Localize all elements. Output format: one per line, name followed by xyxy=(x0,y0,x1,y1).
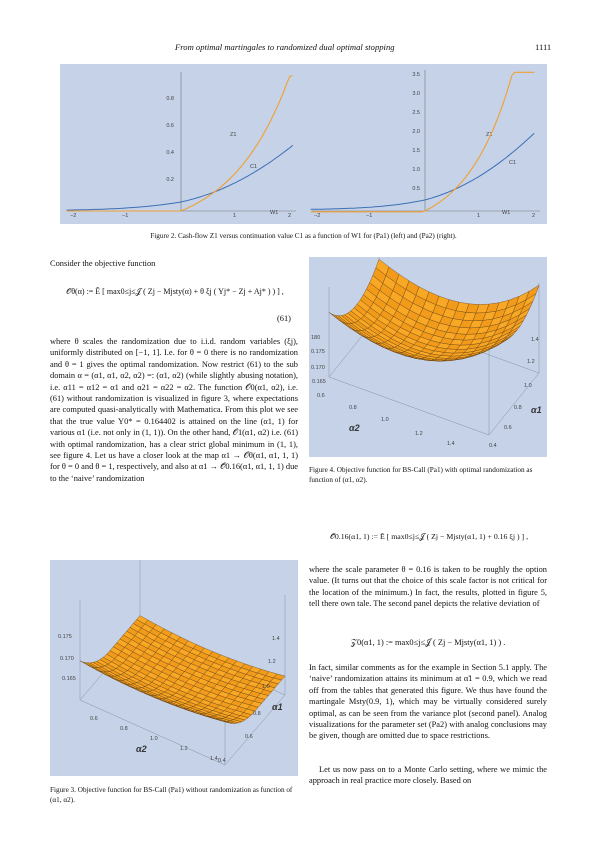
a1tick: 1.0 xyxy=(262,684,270,690)
equation-naive: 𝒪̄0.16(α1, 1) := Ẽ [ max0≤j≤𝒥 ( Zj − Mjs… xyxy=(329,532,529,541)
a2tick: 0.8 xyxy=(120,726,128,732)
ytick: 0.5 xyxy=(412,186,420,192)
z-curve-label: Z1 xyxy=(230,132,236,138)
a2tick: 1.4 xyxy=(210,756,218,762)
ztick: 0.175 xyxy=(58,634,72,640)
box-edge xyxy=(328,376,490,436)
xtick: −1 xyxy=(366,213,372,219)
a2tick: 0.8 xyxy=(349,405,357,411)
xtick: 1 xyxy=(477,213,480,219)
figure-2: 0.8 0.6 0.4 0.2 −2 −1 1 2 W1 Z1 C1 3.5 3… xyxy=(60,64,547,224)
alpha2-axis-label: α2 xyxy=(136,744,147,754)
fig3-surface-plot: 0.175 0.170 0.165 0.6 0.8 1.0 1.2 1.4 1.… xyxy=(58,530,286,766)
a1tick: 0.8 xyxy=(514,405,522,411)
a1tick: 0.6 xyxy=(504,425,512,431)
page-number: 1111 xyxy=(535,42,552,52)
x-axis-label: W1 xyxy=(502,210,510,216)
a1tick: 1.2 xyxy=(527,359,535,365)
a2tick: 1.2 xyxy=(180,746,188,752)
alpha1-axis-label: α1 xyxy=(531,405,542,415)
figure-3-caption: Figure 3. Objective function for BS-Call… xyxy=(50,786,293,804)
a1tick: 0.6 xyxy=(245,734,253,740)
z1-curve xyxy=(310,71,535,213)
alpha2-axis-label: α2 xyxy=(349,423,360,433)
c-curve-label: C1 xyxy=(250,164,257,170)
xtick: −2 xyxy=(70,213,76,219)
ztick: 0.170 xyxy=(60,656,74,662)
figure-4: 180 0.175 0.170 0.165 0.6 0.8 1.0 1.2 1.… xyxy=(309,225,547,457)
equation-number: (61) xyxy=(277,314,291,323)
ytick: 3.5 xyxy=(412,72,420,78)
a2tick: 1.0 xyxy=(150,736,158,742)
ztick: 0.165 xyxy=(62,676,76,682)
c1-curve xyxy=(66,144,294,211)
a2tick: 1.0 xyxy=(381,417,389,423)
xtick: 2 xyxy=(288,213,291,219)
a2tick: 0.6 xyxy=(317,393,325,399)
box-edge xyxy=(488,372,540,436)
surface xyxy=(328,225,540,436)
ztick: 0.170 xyxy=(311,365,325,371)
xtick: 2 xyxy=(532,213,535,219)
a1tick: 0.4 xyxy=(489,443,497,449)
a1tick: 1.4 xyxy=(531,337,539,343)
figure-2-caption: Figure 2. Cash-flow Z1 versus continuati… xyxy=(150,232,457,240)
a2tick: 1.2 xyxy=(415,431,423,437)
z1-curve xyxy=(66,75,293,212)
body-paragraph-right-1: where the scale parameter θ = 0.16 is ta… xyxy=(309,565,547,609)
ytick: 2.0 xyxy=(412,129,420,135)
fig2-right-plot: 3.5 3.0 2.5 2.0 1.5 1.0 0.5 −2 −1 1 2 W1… xyxy=(310,70,540,219)
box-edge xyxy=(79,699,226,766)
xtick: −1 xyxy=(122,213,128,219)
surface xyxy=(79,530,286,766)
a1tick: 0.4 xyxy=(218,758,226,764)
ytick: 2.5 xyxy=(412,110,420,116)
ytick: 3.0 xyxy=(412,91,420,97)
surface-patch xyxy=(375,258,390,276)
a1tick: 0.8 xyxy=(253,711,261,717)
ytick: 0.4 xyxy=(166,150,174,156)
a2tick: 1.4 xyxy=(447,441,455,447)
fig2-left-plot: 0.8 0.6 0.4 0.2 −2 −1 1 2 W1 Z1 C1 xyxy=(66,72,296,219)
ztick: 0.175 xyxy=(311,349,325,355)
box-edge xyxy=(224,694,286,766)
c1-curve xyxy=(310,132,535,210)
ztick: 180 xyxy=(311,335,320,341)
a1tick: 1.0 xyxy=(524,383,532,389)
ytick: 0.6 xyxy=(166,123,174,129)
xtick: 1 xyxy=(233,213,236,219)
ytick: 1.5 xyxy=(412,148,420,154)
body-paragraph-left: where θ scales the randomization due to … xyxy=(50,337,298,483)
intro-line: Consider the objective function xyxy=(50,259,156,268)
c-curve-label: C1 xyxy=(509,160,516,166)
surface-patch xyxy=(136,615,149,625)
equation-z: 𝒵0(α1, 1) := max0≤j≤𝒥 ( Zj − Mjsty(α1, 1… xyxy=(350,638,506,647)
figure-3: 0.175 0.170 0.165 0.6 0.8 1.0 1.2 1.4 1.… xyxy=(50,530,298,776)
running-title: From optimal martingales to randomized d… xyxy=(175,42,395,52)
xtick: −2 xyxy=(314,213,320,219)
x-axis-label: W1 xyxy=(270,210,278,216)
fig4-surface-plot: 180 0.175 0.170 0.165 0.6 0.8 1.0 1.2 1.… xyxy=(311,225,542,449)
equation-61: 𝒪θ(α) := Ẽ [ max0≤j≤𝒥 ( Zj − Mjsty(α) + … xyxy=(66,287,284,296)
ytick: 0.2 xyxy=(166,177,174,183)
ztick: 0.165 xyxy=(312,379,326,385)
a1tick: 1.2 xyxy=(268,659,276,665)
body-paragraph-right-3: Let us now pass on to a Monte Carlo sett… xyxy=(309,765,547,786)
alpha1-axis-label: α1 xyxy=(272,702,283,712)
ytick: 1.0 xyxy=(412,167,420,173)
ytick: 0.8 xyxy=(166,96,174,102)
figure-4-caption: Figure 4. Objective function for BS-Call… xyxy=(309,466,533,484)
a2tick: 0.6 xyxy=(90,716,98,722)
body-paragraph-right-2: In fact, similar comments as for the exa… xyxy=(309,663,547,741)
z-curve-label: Z1 xyxy=(486,132,492,138)
a1tick: 1.4 xyxy=(272,636,280,642)
